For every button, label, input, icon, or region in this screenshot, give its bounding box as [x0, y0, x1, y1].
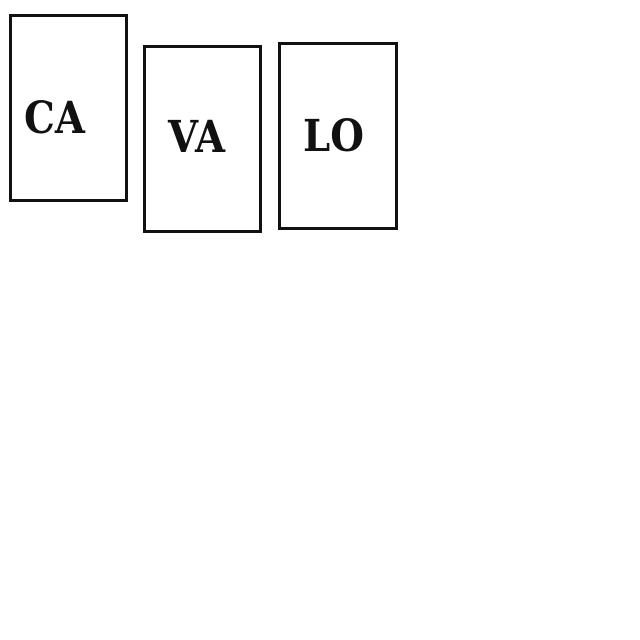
letter-card-label: LO	[303, 111, 364, 162]
letter-card: VA	[143, 45, 262, 233]
letter-card: CA	[9, 14, 128, 202]
letter-card: LO	[278, 42, 398, 230]
letter-card-label: CA	[24, 93, 85, 144]
letter-card-label: VA	[168, 112, 226, 163]
